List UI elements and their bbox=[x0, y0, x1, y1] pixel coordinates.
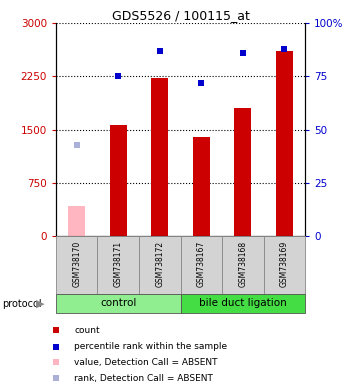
Text: count: count bbox=[74, 326, 100, 335]
Text: ▶: ▶ bbox=[36, 299, 45, 309]
Text: GSM738167: GSM738167 bbox=[197, 241, 206, 287]
Bar bbox=[264, 236, 305, 294]
Title: GDS5526 / 100115_at: GDS5526 / 100115_at bbox=[112, 9, 249, 22]
Text: control: control bbox=[100, 298, 136, 308]
Text: percentile rank within the sample: percentile rank within the sample bbox=[74, 342, 227, 351]
Text: GSM738169: GSM738169 bbox=[280, 241, 289, 287]
Bar bbox=[97, 236, 139, 294]
Text: GSM738170: GSM738170 bbox=[72, 241, 81, 287]
Bar bbox=[56, 294, 180, 313]
Text: GSM738172: GSM738172 bbox=[155, 241, 164, 287]
Bar bbox=[276, 51, 293, 236]
Bar bbox=[193, 137, 209, 236]
Text: bile duct ligation: bile duct ligation bbox=[199, 298, 287, 308]
Bar bbox=[110, 125, 127, 236]
Bar bbox=[180, 294, 305, 313]
Text: rank, Detection Call = ABSENT: rank, Detection Call = ABSENT bbox=[74, 374, 213, 382]
Bar bbox=[139, 236, 180, 294]
Text: value, Detection Call = ABSENT: value, Detection Call = ABSENT bbox=[74, 358, 218, 367]
Text: GSM738168: GSM738168 bbox=[238, 241, 247, 287]
Text: protocol: protocol bbox=[2, 299, 42, 309]
Bar bbox=[180, 236, 222, 294]
Text: GSM738171: GSM738171 bbox=[114, 241, 123, 287]
Bar bbox=[222, 236, 264, 294]
Bar bbox=[56, 236, 97, 294]
Bar bbox=[235, 108, 251, 236]
Bar bbox=[152, 78, 168, 236]
Bar bbox=[69, 205, 85, 236]
